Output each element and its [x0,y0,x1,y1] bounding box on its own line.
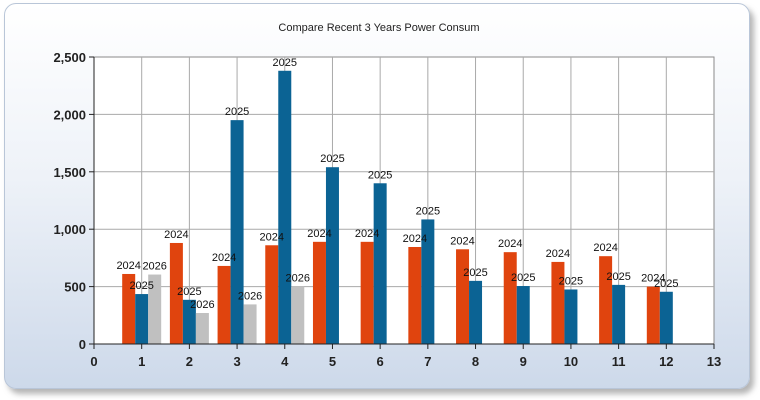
bar-2025-4 [278,70,292,344]
x-tick-label: 13 [707,354,721,369]
bar-2025-3 [230,120,244,344]
bar-2025-9 [516,286,530,344]
x-tick-label: 9 [520,354,527,369]
y-tick-label: 500 [64,280,86,295]
data-label-2025-10: 2025 [559,275,583,287]
x-tick-label: 3 [233,354,240,369]
bar-2026-4 [291,286,305,344]
data-labels: 2024202520262024202520262024202520262024… [116,57,678,311]
data-label-2024-3: 2024 [212,252,236,264]
bar-2025-12 [659,291,673,344]
y-tick-label: 2,500 [53,50,86,65]
bars [122,70,673,344]
data-label-2024-7: 2024 [403,233,427,245]
bar-2024-11 [599,256,613,344]
x-tick-label: 8 [472,354,479,369]
bar-2024-3 [217,265,231,344]
data-label-2026-2: 2026 [190,299,214,311]
x-tick-label: 4 [281,354,289,369]
data-label-2025-8: 2025 [463,267,487,279]
y-tick-label: 2,000 [53,107,86,122]
bar-chart: Compare Recent 3 Years Power Consum 0 500… [53,22,721,369]
bar-2024-12 [646,286,660,344]
bar-2024-6 [360,241,374,344]
bar-2024-10 [551,261,565,344]
bar-2024-2 [169,242,183,344]
data-label-2024-11: 2024 [593,242,617,254]
bar-2025-11 [612,284,626,344]
x-tick-label: 11 [612,354,626,369]
bar-2024-9 [503,252,517,344]
x-tick-label: 6 [377,354,384,369]
bar-2024-1 [122,273,136,344]
bar-2025-8 [469,280,483,344]
data-label-2025-12: 2025 [654,278,678,290]
data-label-2024-4: 2024 [260,231,284,243]
bar-2026-3 [243,304,257,344]
chart-panel: Compare Recent 3 Years Power Consum 0 500… [4,3,750,389]
bar-2025-5 [325,167,339,344]
x-tick-label: 2 [186,354,193,369]
data-label-2026-1: 2026 [142,261,166,273]
x-tick-label: 5 [329,354,336,369]
bar-2025-6 [373,183,387,344]
data-label-2025-3: 2025 [225,106,249,118]
data-label-2024-10: 2024 [546,248,570,260]
data-label-2024-12: 2024 [641,273,665,285]
x-tick-label: 1 [138,354,145,369]
data-label-2024-1: 2024 [116,260,140,272]
bar-2024-7 [408,246,422,344]
x-tick-label: 10 [564,354,578,369]
bar-2024-5 [312,241,326,344]
data-label-2026-4: 2026 [286,273,310,285]
bar-2026-2 [195,313,209,344]
bar-2025-2 [182,299,196,344]
data-label-2024-2: 2024 [164,229,188,241]
y-tick-label: 1,500 [53,165,86,180]
data-label-2024-6: 2024 [355,228,379,240]
data-label-2024-8: 2024 [450,235,474,247]
bar-2024-4 [265,245,279,344]
data-label-2025-2: 2025 [177,286,201,298]
data-label-2024-5: 2024 [307,228,331,240]
data-label-2025-4: 2025 [273,57,297,69]
bar-2025-7 [421,219,435,344]
bar-2025-10 [564,289,578,344]
y-tick-label: 1,000 [53,222,86,237]
bar-2024-8 [456,249,470,344]
data-label-2025-1: 2025 [129,280,153,292]
data-label-2024-9: 2024 [498,238,522,250]
x-tick-label: 7 [424,354,431,369]
bar-2025-1 [135,294,149,344]
chart-title: Compare Recent 3 Years Power Consum [278,22,479,34]
data-label-2026-3: 2026 [238,290,262,302]
data-label-2025-7: 2025 [416,205,440,217]
data-label-2025-9: 2025 [511,272,535,284]
data-label-2025-11: 2025 [606,271,630,283]
data-label-2025-5: 2025 [320,153,344,165]
data-label-2025-6: 2025 [368,169,392,181]
x-tick-label: 0 [90,354,97,369]
y-tick-label: 0 [79,337,86,352]
bar-2026-1 [148,274,162,344]
x-tick-label: 12 [659,354,673,369]
